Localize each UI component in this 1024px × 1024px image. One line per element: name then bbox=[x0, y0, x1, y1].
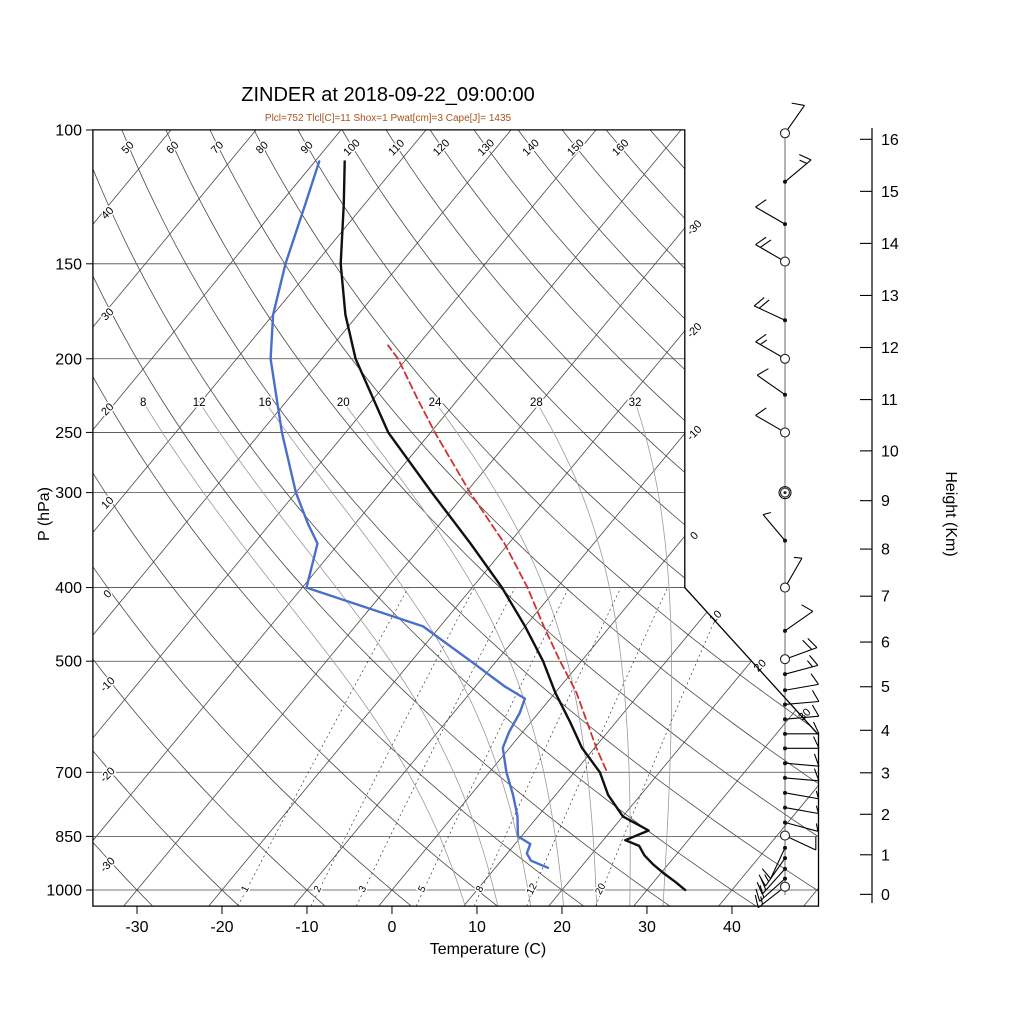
svg-text:14: 14 bbox=[881, 236, 899, 253]
svg-text:8: 8 bbox=[881, 542, 890, 559]
svg-text:400: 400 bbox=[55, 580, 82, 597]
svg-text:5: 5 bbox=[416, 884, 429, 894]
wind-barb-column bbox=[753, 102, 820, 909]
svg-text:10: 10 bbox=[468, 919, 486, 936]
svg-text:8: 8 bbox=[140, 397, 146, 409]
svg-text:90: 90 bbox=[299, 139, 316, 156]
svg-text:5: 5 bbox=[881, 679, 890, 696]
svg-text:16: 16 bbox=[881, 132, 899, 149]
svg-text:-30: -30 bbox=[98, 855, 118, 875]
svg-text:100: 100 bbox=[341, 137, 362, 158]
svg-text:-10: -10 bbox=[98, 675, 118, 695]
isoline-labels: 8 12 16 20 24 28 321 2 3 5 8 12 20403020100-10-20-30… bbox=[97, 136, 814, 899]
svg-text:40: 40 bbox=[99, 205, 116, 222]
svg-text:4: 4 bbox=[881, 723, 890, 740]
svg-text:32: 32 bbox=[629, 397, 642, 409]
svg-text:120: 120 bbox=[431, 137, 452, 158]
svg-text:130: 130 bbox=[476, 137, 497, 158]
svg-text:24: 24 bbox=[429, 397, 442, 409]
svg-text:200: 200 bbox=[55, 351, 82, 368]
svg-text:16: 16 bbox=[259, 397, 272, 409]
x-axis-title: Temperature (C) bbox=[429, 941, 547, 958]
svg-text:0: 0 bbox=[881, 887, 890, 904]
svg-text:150: 150 bbox=[55, 256, 82, 273]
svg-text:10: 10 bbox=[881, 443, 899, 460]
svg-text:20: 20 bbox=[337, 397, 350, 409]
svg-text:13: 13 bbox=[881, 288, 899, 305]
svg-text:11: 11 bbox=[881, 392, 898, 409]
svg-text:160: 160 bbox=[610, 137, 631, 158]
svg-text:850: 850 bbox=[55, 829, 82, 846]
svg-text:1000: 1000 bbox=[46, 883, 82, 900]
svg-text:2: 2 bbox=[312, 884, 325, 894]
sounding-curves bbox=[269, 160, 687, 892]
svg-text:30: 30 bbox=[796, 706, 813, 723]
svg-text:-20: -20 bbox=[98, 765, 118, 785]
svg-text:30: 30 bbox=[99, 306, 116, 323]
svg-text:12: 12 bbox=[193, 397, 206, 409]
temperature-curve bbox=[339, 160, 687, 892]
plot-frame bbox=[92, 129, 820, 907]
svg-text:140: 140 bbox=[520, 137, 541, 158]
svg-text:20: 20 bbox=[752, 657, 769, 674]
svg-text:-10: -10 bbox=[685, 424, 705, 444]
svg-text:12: 12 bbox=[881, 340, 899, 357]
svg-text:-30: -30 bbox=[685, 218, 705, 238]
svg-text:40: 40 bbox=[723, 919, 741, 936]
svg-text:-20: -20 bbox=[210, 919, 233, 936]
dewpoint-curve bbox=[269, 160, 550, 869]
parcel-curve bbox=[387, 344, 607, 771]
svg-text:50: 50 bbox=[119, 139, 136, 156]
svg-text:15: 15 bbox=[881, 184, 899, 201]
svg-text:-20: -20 bbox=[685, 321, 705, 341]
y-axis-title-height: Height (Km) bbox=[942, 471, 959, 557]
svg-text:1: 1 bbox=[239, 884, 252, 894]
svg-text:100: 100 bbox=[55, 122, 82, 139]
svg-text:80: 80 bbox=[254, 139, 271, 156]
svg-text:-30: -30 bbox=[125, 919, 148, 936]
svg-text:20: 20 bbox=[553, 919, 571, 936]
svg-text:300: 300 bbox=[55, 485, 82, 502]
svg-text:60: 60 bbox=[164, 139, 181, 156]
svg-text:10: 10 bbox=[99, 495, 116, 512]
svg-text:-10: -10 bbox=[295, 919, 318, 936]
svg-text:250: 250 bbox=[55, 425, 82, 442]
svg-text:70: 70 bbox=[209, 139, 226, 156]
svg-text:6: 6 bbox=[881, 635, 890, 652]
chart-title: ZINDER at 2018-09-22_09:00:00 bbox=[241, 84, 535, 106]
chart-subtitle: Plcl=752 Tlcl[C]=11 Shox=1 Pwat[cm]=3 Ca… bbox=[264, 113, 512, 124]
svg-text:7: 7 bbox=[881, 589, 890, 606]
svg-text:500: 500 bbox=[55, 654, 82, 671]
svg-text:700: 700 bbox=[55, 765, 82, 782]
svg-text:110: 110 bbox=[386, 137, 407, 158]
svg-text:10: 10 bbox=[707, 608, 724, 625]
svg-text:28: 28 bbox=[530, 397, 543, 409]
svg-text:3: 3 bbox=[881, 765, 890, 782]
svg-text:2: 2 bbox=[881, 807, 890, 824]
y-axis-title-pressure: P (hPa) bbox=[36, 487, 53, 541]
svg-text:0: 0 bbox=[388, 919, 397, 936]
svg-text:3: 3 bbox=[357, 884, 370, 894]
svg-text:9: 9 bbox=[881, 493, 890, 510]
svg-text:30: 30 bbox=[638, 919, 656, 936]
svg-text:150: 150 bbox=[565, 137, 586, 158]
svg-text:1: 1 bbox=[881, 847, 890, 864]
svg-text:0: 0 bbox=[688, 530, 701, 543]
svg-text:20: 20 bbox=[99, 401, 116, 418]
